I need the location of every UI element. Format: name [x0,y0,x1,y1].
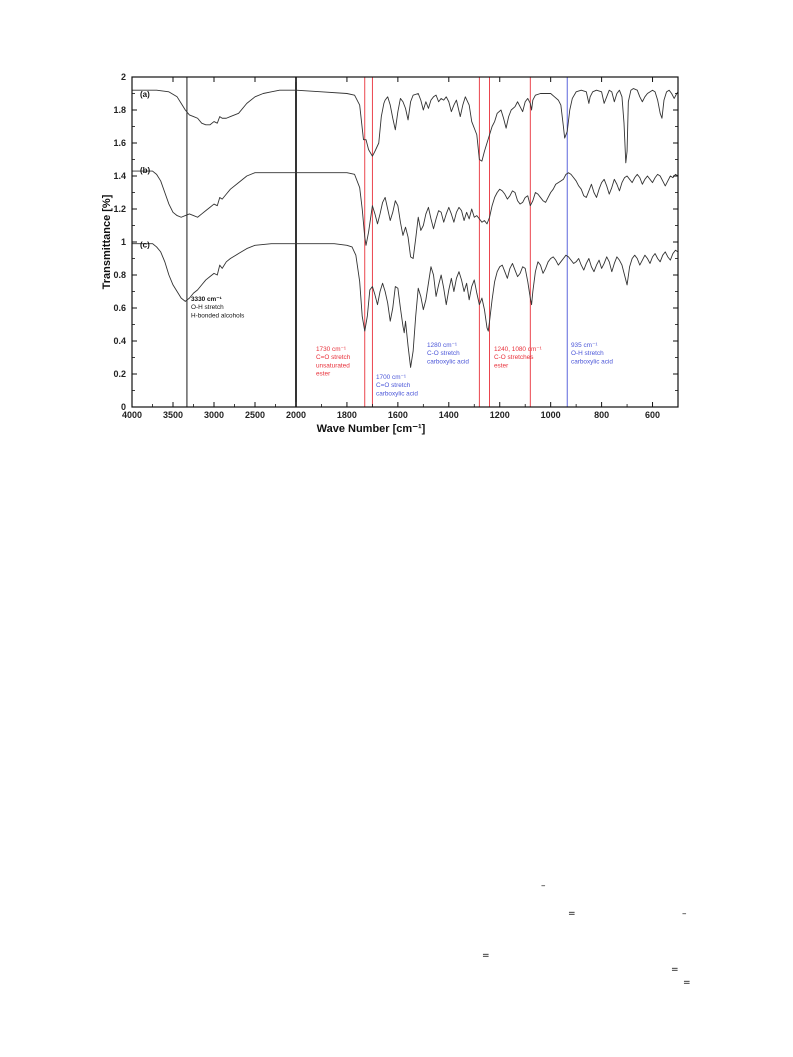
y-axis-title: Transmittance [%] [101,194,113,289]
band-annotation-line: carboxylic acid [427,358,469,365]
y-tick-label: 1 [121,237,126,247]
y-tick-label: 0 [121,402,126,412]
x-tick-label: 3500 [163,410,183,420]
band-annotation-line: ester [316,371,331,378]
band-annotation-line: 1730 cm⁻¹ [316,346,346,353]
series-line [132,88,679,164]
y-tick-label: 1.6 [113,138,126,148]
x-axis-title: Wave Number [cm⁻¹] [317,423,426,435]
band-annotation: 1700 cm⁻¹ C=O stretch carboxylic acid [376,374,418,397]
x-tick-label: 800 [594,410,609,420]
band-annotation: 3330 cm⁻¹ O-H stretch H-bonded alcohols [191,296,244,319]
band-annotation-line: carboxylic acid [571,358,613,365]
series-line [132,243,679,368]
tick-labels-layer: 4000 3500 3000 2500 2000 1800 1600 1400 1200 1000… [113,72,660,420]
y-tick-label: 0.8 [113,270,126,280]
x-tick-label: 1600 [388,410,408,420]
x-tick-label: 1000 [541,410,561,420]
band-annotation-line: 1700 cm⁻¹ [376,374,406,381]
y-tick-label: 0.6 [113,303,126,313]
y-tick-label: 0.4 [113,336,126,346]
band-annotation-line: 3330 cm⁻¹ [191,296,222,303]
stray-mark: = [482,951,490,961]
x-tick-label: 1800 [337,410,357,420]
annotation-lines-layer [186,77,568,407]
stray-mark: = [683,978,691,988]
band-annotation-line: 1240, 1080 cm⁻¹ [494,346,542,353]
ticks-layer [131,76,678,408]
band-annotation: 1240, 1080 cm⁻¹ C-O stretches ester [494,346,542,369]
stray-mark: – [682,909,687,919]
x-tick-label: 1400 [439,410,459,420]
y-tick-label: 1.4 [113,171,126,181]
stray-mark: = [568,909,576,919]
stray-mark: = [671,965,679,975]
band-annotation-line: O-H stretch [571,350,604,357]
band-annotation-line: C=O stretch [316,354,351,361]
series-layer [132,88,679,368]
stray-mark: – [541,881,546,891]
trace-label: (c) [140,240,150,249]
band-annotation-line: carboxylic acid [376,390,418,397]
band-annotation-line: unsaturated [316,362,350,369]
x-tick-label: 2000 [286,410,306,420]
x-tick-label: 2500 [245,410,265,420]
x-tick-label: 3000 [204,410,224,420]
x-tick-label: 1200 [490,410,510,420]
trace-label: (a) [140,90,150,99]
band-annotation-line: O-H stretch [191,304,224,311]
band-annotation-line: C=O stretch [376,382,411,389]
band-annotation: 1280 cm⁻¹ C-O stretch carboxylic acid [427,342,469,365]
y-tick-label: 1.8 [113,105,126,115]
trace-label: (b) [140,166,151,175]
band-annotation-line: C-O stretches [494,354,533,361]
y-tick-label: 2 [121,72,126,82]
band-annotation-line: ester [494,362,509,369]
band-annotation-line: H-bonded alcohols [191,312,244,319]
band-annotation-line: 935 cm⁻¹ [571,342,597,349]
series-line [132,170,679,259]
band-annotation-line: 1280 cm⁻¹ [427,342,457,349]
band-annotation: 1730 cm⁻¹ C=O stretch unsaturated ester [316,346,351,378]
band-annotation-line: C-O stretch [427,350,460,357]
x-tick-label: 600 [645,410,660,420]
y-tick-label: 1.2 [113,204,126,214]
trace-labels-layer: (a) (b) (c) [140,90,151,249]
band-annotation: 935 cm⁻¹ O-H stretch carboxylic acid [571,342,613,365]
x-tick-label: 4000 [122,410,142,420]
annotations-layer: 3330 cm⁻¹ O-H stretch H-bonded alcohols173… [191,296,613,397]
y-tick-label: 0.2 [113,369,126,379]
